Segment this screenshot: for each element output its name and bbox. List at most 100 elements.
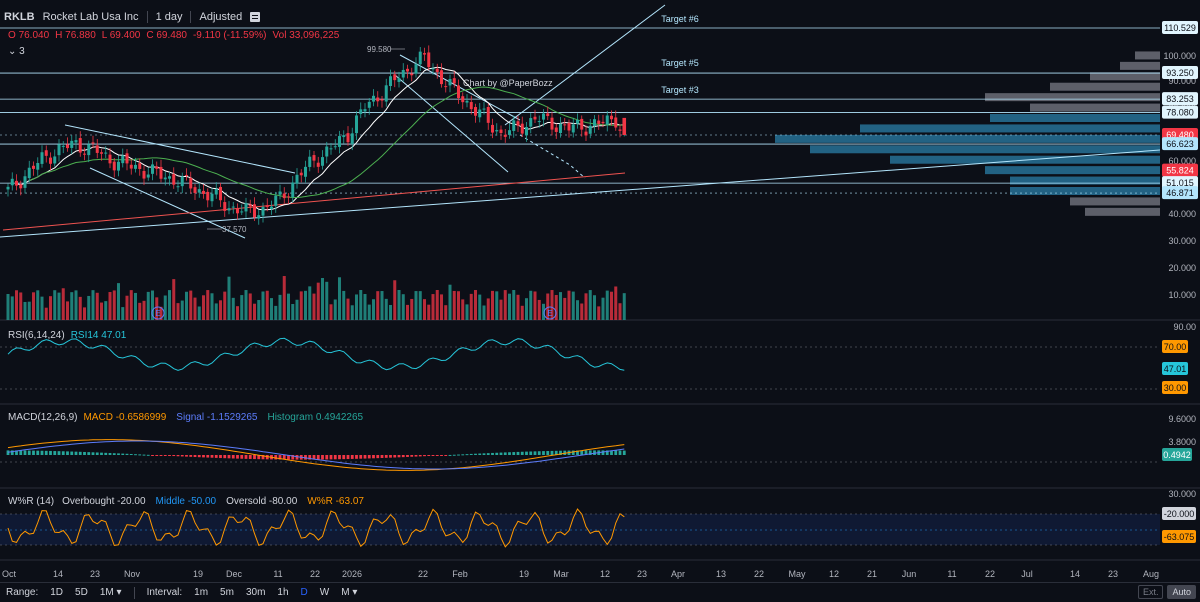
macd-histogram-bar (389, 455, 392, 458)
time-axis-tick: 12 (600, 569, 610, 579)
macd-histogram-bar (210, 455, 214, 458)
macd-histogram-bar (223, 455, 227, 459)
macd-histogram-bar (495, 452, 499, 455)
rsi-badge-label: 30.00 (1164, 383, 1187, 393)
candle-body (384, 85, 388, 102)
time-axis-tick: 22 (418, 569, 428, 579)
candle-body (482, 108, 486, 110)
interval-1h-button[interactable]: 1h (277, 587, 289, 598)
candle-body (236, 208, 239, 214)
volume-bar (15, 290, 18, 320)
macd-histogram-bar (342, 455, 346, 460)
range-1d-button[interactable]: 1D (50, 587, 64, 598)
candle-body (151, 164, 154, 174)
ext-toggle[interactable]: Ext. (1137, 585, 1164, 599)
volume-bar (100, 302, 103, 320)
trendline (64, 124, 296, 174)
range-1m-button[interactable]: 1M ▾ (99, 587, 122, 598)
range-5d-button[interactable]: 5D (75, 587, 88, 598)
auto-toggle[interactable]: Auto (1167, 585, 1196, 599)
candle-body (304, 166, 307, 177)
price-axis-tick: 10.000 (1168, 290, 1196, 300)
macd-histogram-bar (333, 455, 337, 460)
price-badge (1162, 105, 1198, 119)
volume-bar (6, 294, 10, 320)
volume-bar (448, 284, 452, 320)
earnings-icon-label: E (155, 309, 160, 318)
settings-icon[interactable] (250, 12, 261, 22)
volume-bar (70, 292, 74, 320)
volume-bar (499, 299, 503, 320)
candle-body (597, 120, 601, 124)
earnings-icon (151, 306, 165, 320)
volume-bar (108, 292, 112, 320)
macd-title[interactable]: MACD(12,26,9) (8, 412, 78, 423)
macd-histogram-bar (546, 451, 550, 455)
volume-bar (346, 298, 350, 320)
interval-m-button[interactable]: M ▾ (341, 587, 358, 598)
macd-histogram-bar (189, 455, 193, 457)
candle-body (614, 117, 618, 128)
volume-bar (610, 291, 613, 320)
macd-histogram-bar (435, 455, 439, 456)
candle-body (36, 162, 40, 170)
macd-histogram-bar (622, 450, 626, 455)
volume-bar (151, 290, 154, 320)
interval-1m-button[interactable]: 1m (194, 587, 209, 598)
volume-bar (508, 293, 511, 320)
macd-histogram-bar (440, 455, 443, 456)
volume-profile-bar (990, 114, 1160, 123)
volume-bar (605, 290, 609, 320)
volume-bar (542, 303, 545, 320)
candle-body (134, 164, 137, 169)
volume-profile-bar (775, 134, 1160, 143)
interval-d-button[interactable]: D (300, 587, 308, 598)
candle-body (49, 157, 52, 164)
interval-w-button[interactable]: W (319, 587, 330, 598)
candle-body (393, 74, 397, 81)
rsi-badge-label: 47.01 (1164, 364, 1187, 374)
volume-bar (529, 290, 533, 320)
interval-label[interactable]: 1 day (155, 11, 183, 23)
willr-title[interactable]: W%R (14) (8, 496, 55, 507)
rsi-value: RSI14 47.01 (70, 330, 127, 341)
price-badge-label: 83.253 (1166, 94, 1194, 104)
candle-body (529, 118, 533, 127)
macd-histogram-bar (576, 450, 579, 455)
volume-bar (376, 291, 380, 320)
adjust-label[interactable]: Adjusted (199, 11, 243, 23)
macd-histogram-bar (491, 452, 494, 455)
candle-body (138, 163, 142, 169)
volume-bar (597, 306, 601, 320)
volume-bar (291, 304, 295, 320)
volume-bar (91, 290, 95, 320)
macd-histogram-bar (588, 450, 592, 455)
interval-5m-button[interactable]: 5m (220, 587, 234, 598)
volume-bar (410, 298, 414, 320)
chevron-down-icon[interactable]: ⌄ (8, 46, 17, 57)
candle-body (363, 109, 367, 112)
willr-line (7, 508, 625, 548)
candle-body (546, 113, 550, 117)
interval-30m-button[interactable]: 30m (245, 587, 266, 598)
macd-histogram-bar (444, 455, 448, 456)
macd-histogram-bar (146, 454, 150, 456)
macd-histogram-bar (134, 454, 137, 456)
indicator-count[interactable]: ⌄ 3 (8, 46, 25, 57)
volume-bar (401, 294, 405, 320)
macd-histogram-bar (142, 454, 146, 456)
price-axis-tick: 60.000 (1168, 156, 1196, 166)
time-axis-tick: 14 (1070, 569, 1080, 579)
candle-body (253, 204, 256, 218)
candle-body (440, 70, 443, 85)
macd-histogram-bar (87, 452, 91, 455)
macd-histogram-bar (282, 455, 286, 460)
volume-bar (87, 295, 91, 320)
candle-body (520, 123, 524, 134)
symbol-ticker[interactable]: RKLB (4, 11, 35, 23)
range-label: Range: (6, 587, 39, 598)
volume-bar (571, 291, 575, 320)
volume-bar (244, 290, 248, 320)
rsi-title[interactable]: RSI(6,14,24) (8, 330, 65, 341)
